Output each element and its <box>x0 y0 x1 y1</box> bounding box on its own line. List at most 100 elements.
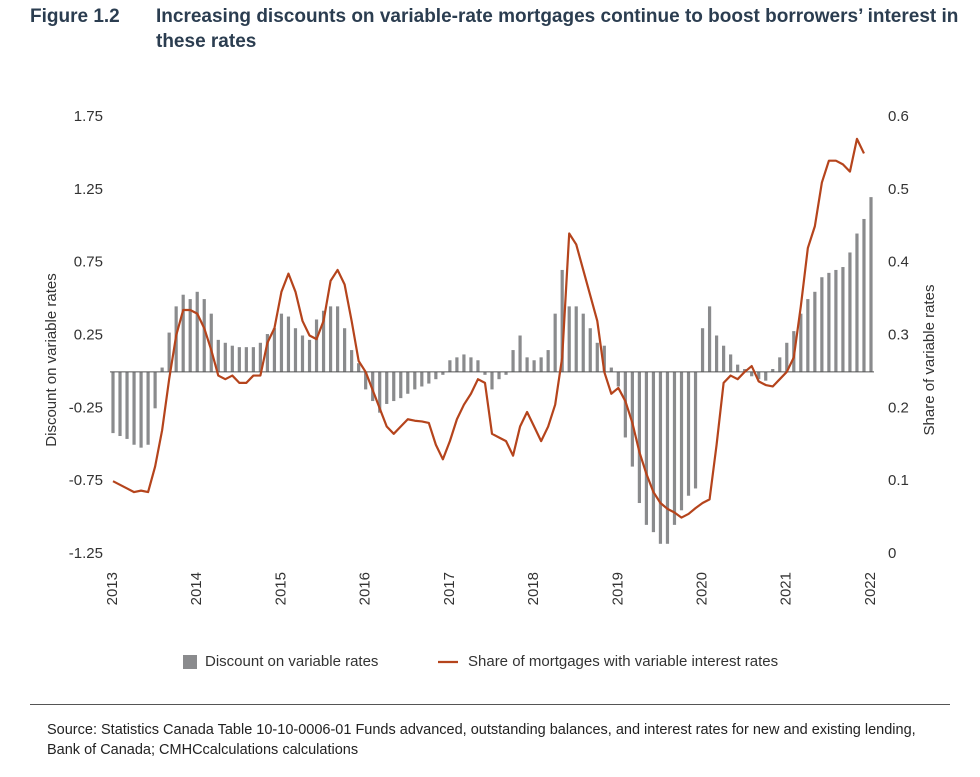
figure-label: Figure 1.2 <box>30 6 120 27</box>
bar <box>455 357 459 372</box>
chart-title: Increasing discounts on variable-rate mo… <box>156 6 959 52</box>
x-tick-label: 2015 <box>272 572 289 605</box>
bar <box>202 299 206 372</box>
y-axis-title: Discount on variable rates <box>43 273 60 446</box>
bar <box>406 371 410 394</box>
source-note: Source: Statistics Canada Table 10-10-00… <box>47 722 916 758</box>
bar <box>574 306 578 372</box>
bar <box>546 350 550 372</box>
y-tick-label: -1.25 <box>69 545 103 562</box>
bar <box>665 371 670 544</box>
bar <box>602 345 606 372</box>
bar <box>195 291 199 372</box>
bar <box>286 316 291 372</box>
legend-label: Discount on variable rates <box>205 653 378 670</box>
y2-tick-label: 0 <box>888 545 896 562</box>
bar <box>722 345 726 372</box>
bar <box>420 371 424 387</box>
y2-axis-title: Share of variable rates <box>921 285 938 436</box>
bar <box>630 371 634 467</box>
title-block: Figure 1.2 Increasing discounts on varia… <box>30 4 980 54</box>
bar <box>483 371 487 375</box>
bar <box>820 277 824 372</box>
legend-swatch <box>183 655 197 669</box>
y2-tick-label: 0.3 <box>888 326 909 343</box>
bar <box>462 354 466 372</box>
bar <box>743 369 747 372</box>
legend-label: Share of mortgages with variable interes… <box>468 653 778 670</box>
y-tick-label: -0.25 <box>69 399 103 416</box>
bar <box>581 313 585 372</box>
bar <box>139 371 143 448</box>
bar <box>167 332 171 372</box>
bar <box>307 339 312 372</box>
bar <box>364 371 368 390</box>
bar <box>188 299 192 372</box>
y2-tick-label: 0.4 <box>888 254 909 271</box>
bar <box>757 371 761 380</box>
bar <box>132 371 136 445</box>
bar <box>371 371 375 402</box>
bar <box>567 306 571 372</box>
bar <box>679 371 684 511</box>
bar <box>799 313 803 372</box>
bar <box>399 371 403 399</box>
x-tick-label: 2018 <box>525 572 542 605</box>
bar <box>441 371 445 375</box>
bar <box>700 328 705 372</box>
bar <box>771 369 775 372</box>
bar <box>118 371 122 437</box>
bar <box>265 334 270 372</box>
bar <box>736 364 740 372</box>
bar <box>230 345 234 372</box>
bar <box>778 357 782 372</box>
bar <box>321 310 326 372</box>
bar <box>497 371 501 380</box>
bar <box>651 371 656 533</box>
x-tick-label: 2020 <box>694 572 711 605</box>
bar <box>343 328 347 372</box>
bar <box>616 371 620 387</box>
bar <box>328 306 333 372</box>
divider <box>30 704 950 705</box>
bar <box>111 371 115 434</box>
chart: Discount on variable rates Share of vari… <box>43 108 938 670</box>
bar <box>300 335 305 372</box>
bar <box>251 347 255 372</box>
y-tick-label: 1.75 <box>74 108 103 125</box>
x-tick-label: 2021 <box>778 572 795 605</box>
bar <box>518 335 522 372</box>
bar <box>357 363 361 372</box>
bar <box>588 328 592 372</box>
bar <box>729 354 733 372</box>
bar <box>532 360 536 372</box>
x-tick-label: 2022 <box>862 572 879 605</box>
bar <box>314 319 319 372</box>
bar <box>448 360 452 372</box>
bar <box>869 197 873 372</box>
bar <box>644 371 649 525</box>
bar <box>160 367 164 372</box>
bar <box>707 306 712 372</box>
y-tick-label: 0.25 <box>74 326 103 343</box>
bar <box>855 233 859 372</box>
bar <box>785 342 789 372</box>
y2-tick-label: 0.6 <box>888 108 909 125</box>
bar <box>504 371 508 375</box>
bar <box>553 313 557 372</box>
bar <box>750 371 754 377</box>
bar <box>125 371 129 439</box>
x-tick-label: 2014 <box>188 572 205 605</box>
bar <box>827 272 831 372</box>
bar <box>237 347 241 372</box>
line <box>112 137 865 519</box>
bar <box>181 294 185 372</box>
bar <box>813 291 817 372</box>
bar <box>223 342 227 372</box>
bar <box>335 306 340 372</box>
y2-tick-label: 0.1 <box>888 472 909 489</box>
bar <box>511 350 515 372</box>
bar <box>693 371 698 489</box>
bar <box>539 357 543 372</box>
